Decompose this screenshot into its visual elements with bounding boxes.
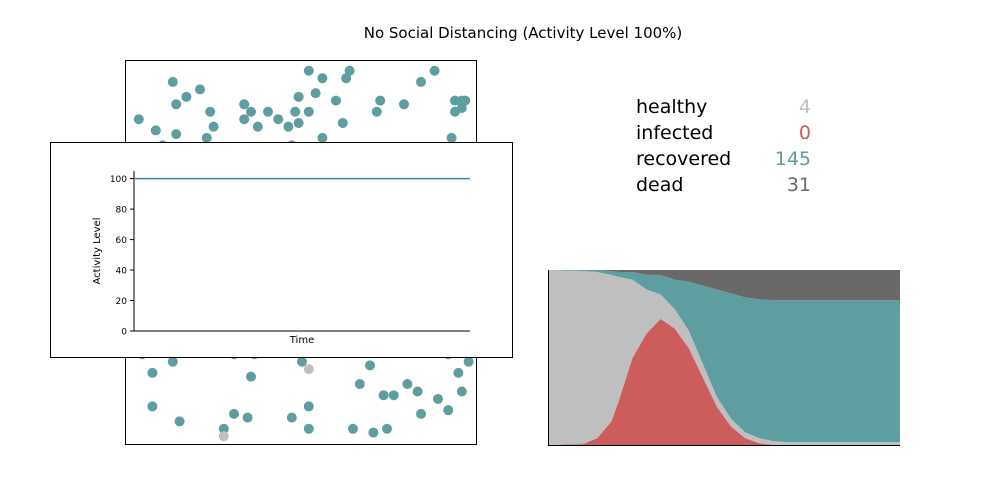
area-recovered <box>548 270 900 443</box>
y-tick-label: 0 <box>121 328 127 338</box>
person-point-recovered <box>371 106 382 117</box>
person-point-recovered <box>412 386 423 397</box>
person-point-recovered <box>239 99 250 110</box>
person-point-recovered <box>246 106 256 117</box>
dead-label: dead <box>636 174 684 196</box>
infected-count: 0 <box>798 122 811 144</box>
person-point-recovered <box>290 106 301 117</box>
person-point-recovered <box>208 121 219 132</box>
person-point-recovered <box>446 132 457 143</box>
count-row-healthy: healthy 4 <box>636 94 816 120</box>
count-row-infected: infected 0 <box>636 120 816 146</box>
person-point-recovered <box>303 401 314 412</box>
person-point-recovered <box>416 76 426 87</box>
person-point-recovered <box>252 121 263 132</box>
person-point-recovered <box>147 401 158 412</box>
person-point-recovered <box>195 84 205 95</box>
person-point-recovered <box>463 356 474 367</box>
dead-count: 31 <box>786 174 811 196</box>
person-point-healthy <box>303 364 314 375</box>
person-point-recovered <box>317 73 328 84</box>
person-point-recovered <box>181 91 192 102</box>
person-point-healthy <box>218 431 229 442</box>
person-point-recovered <box>375 95 386 106</box>
person-point-recovered <box>354 379 365 390</box>
recovered-label: recovered <box>636 148 732 170</box>
person-point-recovered <box>293 91 304 102</box>
person-point-recovered <box>167 356 178 367</box>
y-tick-label: 80 <box>116 206 128 216</box>
person-point-recovered <box>337 117 348 128</box>
person-point-recovered <box>317 132 328 143</box>
person-point-recovered <box>286 412 297 423</box>
healthy-label: healthy <box>636 96 708 118</box>
person-point-recovered <box>239 114 250 125</box>
count-row-dead: dead 31 <box>636 172 816 198</box>
person-point-recovered <box>303 423 314 434</box>
person-point-recovered <box>402 379 413 390</box>
recovered-count: 145 <box>774 148 811 170</box>
area-dead <box>548 270 900 301</box>
person-point-recovered <box>348 423 358 434</box>
y-tick-label: 100 <box>110 175 127 185</box>
person-point-recovered <box>460 95 471 106</box>
person-point-recovered <box>283 121 294 132</box>
person-point-recovered <box>429 65 440 76</box>
person-point-recovered <box>297 356 307 367</box>
person-point-recovered <box>433 393 443 404</box>
person-point-recovered <box>365 360 375 371</box>
person-point-recovered <box>368 427 379 438</box>
healthy-count: 4 <box>798 96 811 118</box>
person-point-recovered <box>246 371 256 382</box>
person-point-recovered <box>229 408 239 419</box>
person-point-recovered <box>273 114 284 125</box>
person-point-recovered <box>293 117 304 128</box>
person-point-recovered <box>344 65 355 76</box>
y-tick-label: 40 <box>116 267 128 277</box>
person-point-recovered <box>242 412 253 423</box>
person-point-recovered <box>201 132 212 143</box>
person-point-recovered <box>453 367 464 378</box>
person-point-recovered <box>388 390 399 401</box>
person-point-recovered <box>171 129 182 140</box>
person-point-recovered <box>147 367 158 378</box>
person-point-recovered <box>443 405 454 416</box>
person-point-recovered <box>205 106 216 117</box>
person-point-recovered <box>133 114 144 125</box>
person-point-recovered <box>456 386 467 397</box>
person-point-recovered <box>341 73 352 84</box>
person-point-recovered <box>399 99 409 110</box>
person-point-recovered <box>174 416 185 427</box>
person-point-recovered <box>171 99 182 110</box>
person-point-recovered <box>167 76 178 87</box>
count-row-recovered: recovered 145 <box>636 146 816 172</box>
person-point-recovered <box>303 65 314 76</box>
y-tick-label: 20 <box>116 297 128 307</box>
stacked-area-chart <box>548 270 900 446</box>
area-infected <box>548 318 900 446</box>
person-point-recovered <box>331 95 341 106</box>
activity-level-chart: Activity Level Time 0 20 40 60 80 100 <box>92 171 470 346</box>
x-axis-label: Time <box>289 335 314 346</box>
person-point-recovered <box>150 125 161 136</box>
person-point-recovered <box>450 106 460 117</box>
activity-level-inset: Activity Level Time 0 20 40 60 80 100 <box>50 142 513 358</box>
population-counts: healthy 4 infected 0 recovered 145 dead … <box>636 94 816 198</box>
y-tick-label: 60 <box>116 236 128 246</box>
y-axis-label: Activity Level <box>92 218 103 285</box>
person-point-recovered <box>416 408 426 419</box>
person-point-recovered <box>382 423 392 434</box>
person-point-recovered <box>218 423 229 434</box>
person-point-recovered <box>263 106 273 117</box>
area-healthy <box>548 270 900 446</box>
person-point-recovered <box>310 88 321 99</box>
infected-label: infected <box>636 122 714 144</box>
person-point-recovered <box>378 390 389 401</box>
figure-title: No Social Distancing (Activity Level 100… <box>363 24 683 42</box>
person-point-recovered <box>303 106 314 117</box>
